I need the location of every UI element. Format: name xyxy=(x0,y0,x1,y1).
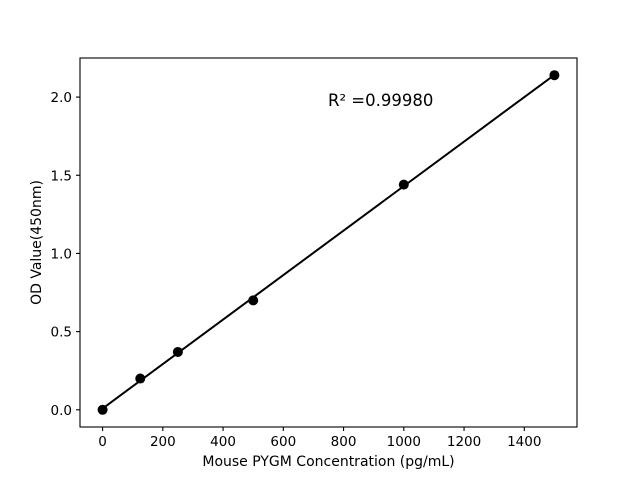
x-tick-label: 400 xyxy=(210,434,236,450)
x-tick-label: 1000 xyxy=(387,434,421,450)
x-tick-label: 200 xyxy=(150,434,176,450)
x-tick-label: 1200 xyxy=(447,434,481,450)
y-tick-label: 0.5 xyxy=(51,325,72,341)
fit-line xyxy=(101,74,556,410)
x-tick-label: 1400 xyxy=(507,434,541,450)
r-squared-annotation: R² =0.99980 xyxy=(328,91,433,110)
x-tick-label: 600 xyxy=(270,434,296,450)
y-tick-label: 1.5 xyxy=(51,168,72,184)
y-tick-label: 0.0 xyxy=(51,403,72,419)
data-point xyxy=(549,70,560,81)
y-tick-label: 2.0 xyxy=(51,90,72,106)
data-point xyxy=(135,373,146,384)
plot-frame xyxy=(79,57,578,428)
y-axis-label: OD Value(450nm) xyxy=(29,180,45,305)
x-tick-label: 0 xyxy=(98,434,107,450)
y-tick-label: 1.0 xyxy=(51,246,72,262)
data-point xyxy=(172,346,183,357)
data-point xyxy=(398,179,409,190)
data-point xyxy=(248,295,259,306)
x-tick-label: 800 xyxy=(331,434,357,450)
data-point xyxy=(97,404,108,415)
x-axis-label: Mouse PYGM Concentration (pg/mL) xyxy=(202,454,454,470)
